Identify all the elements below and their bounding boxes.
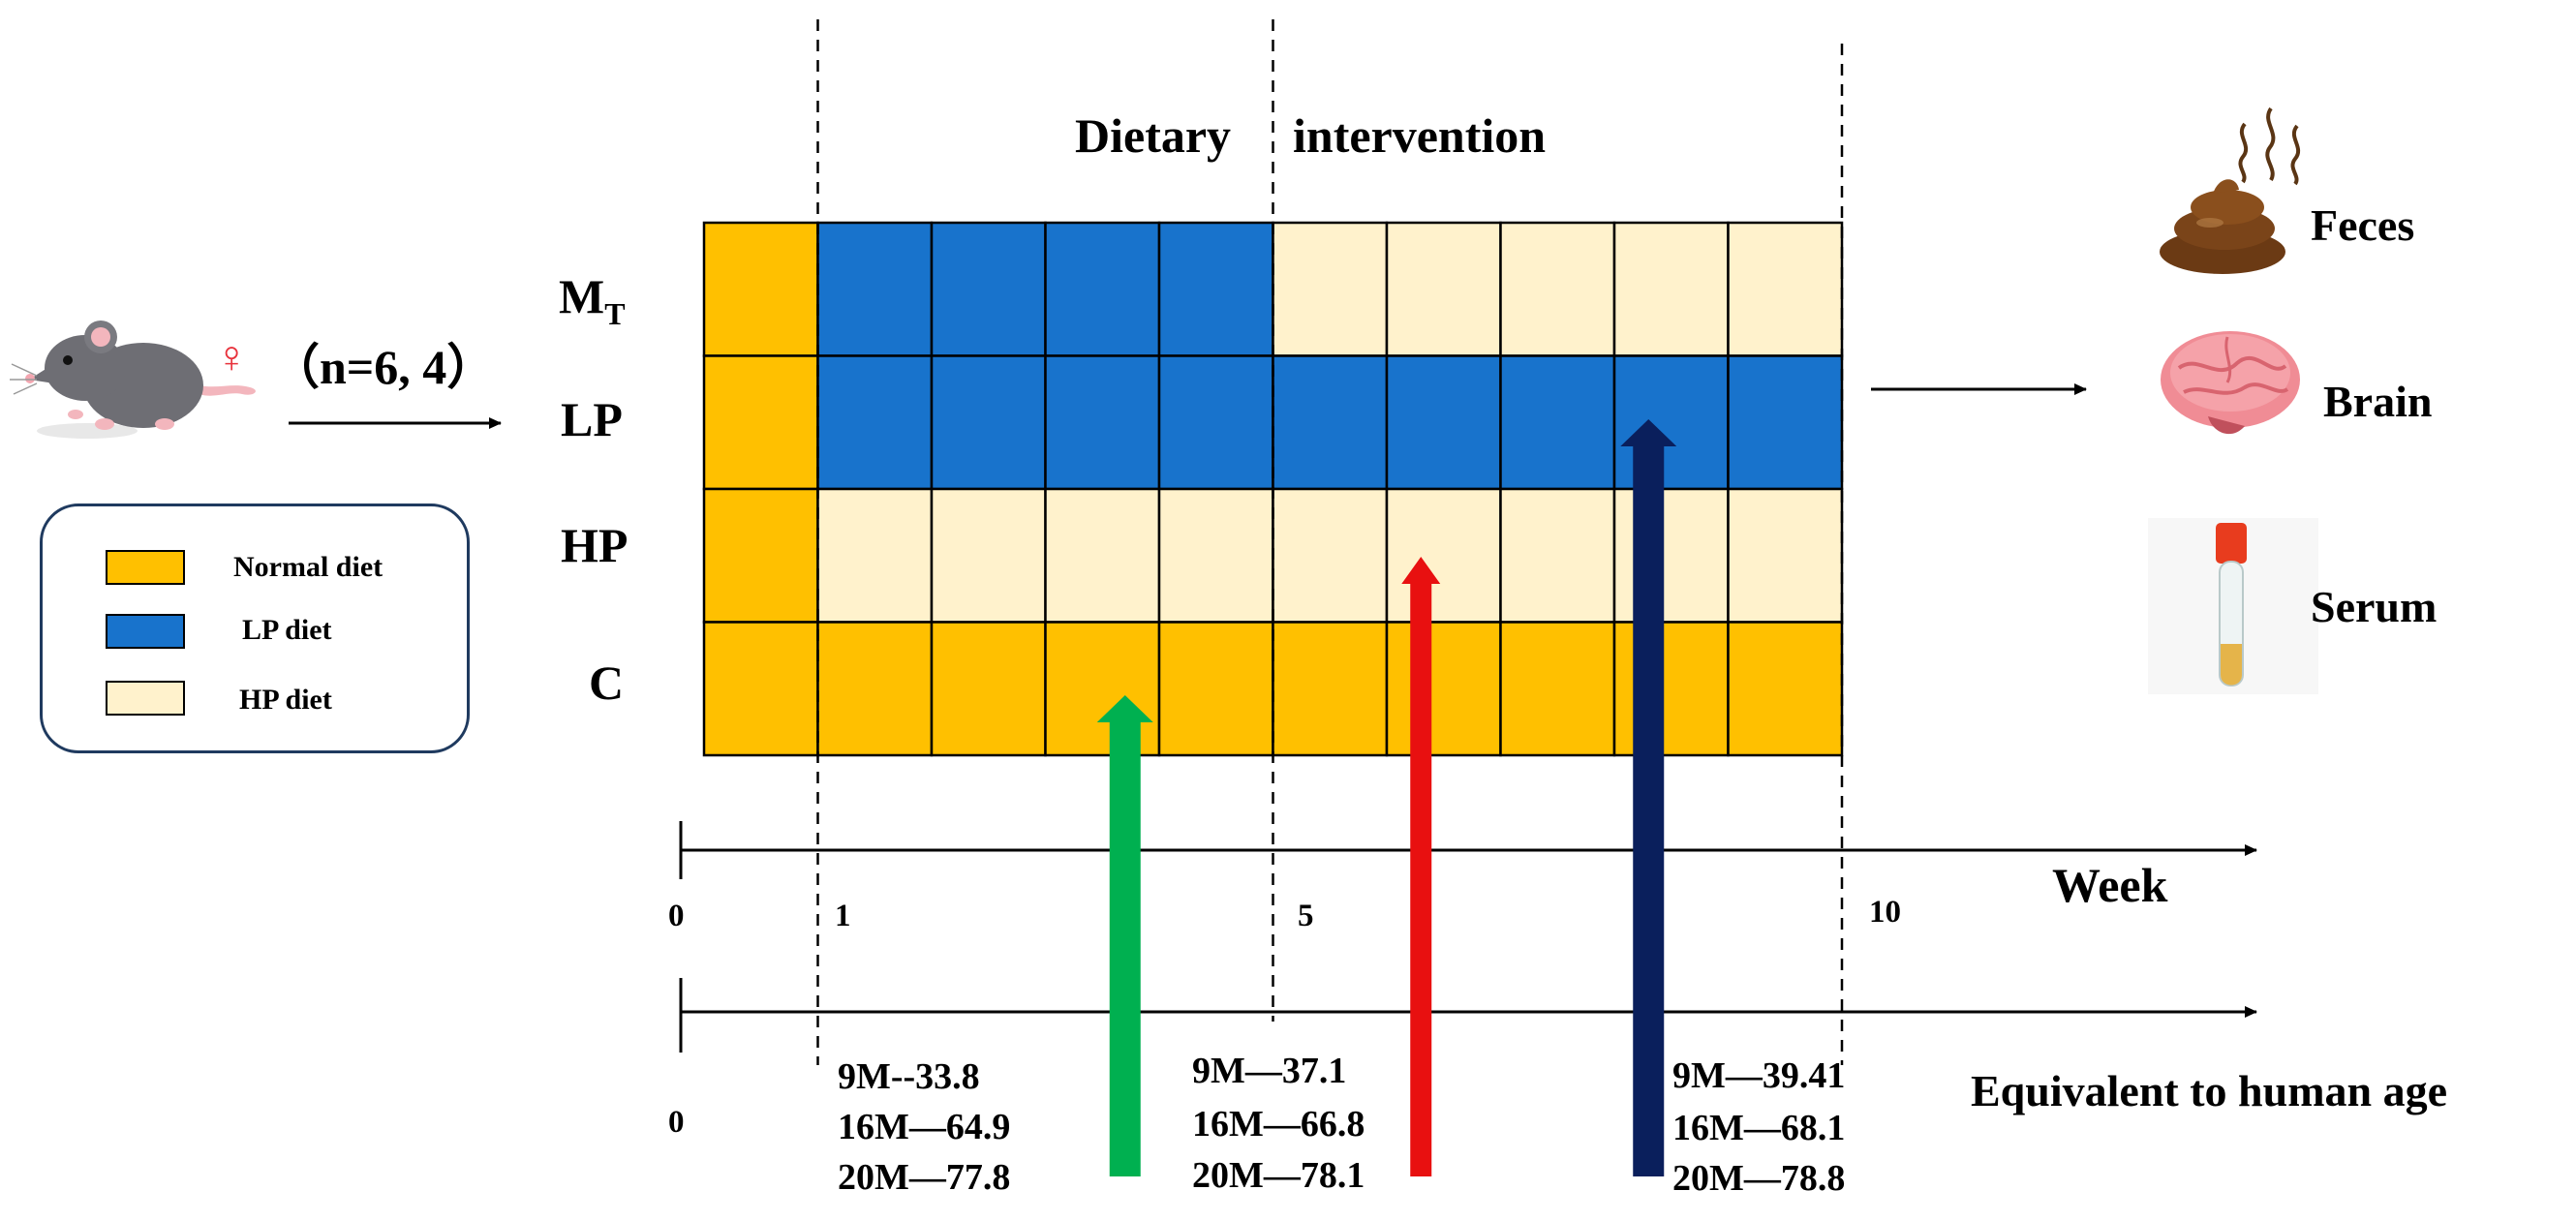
grid-cell-row4-week2 (816, 621, 934, 757)
grid-cell-row2-week4 (1044, 354, 1161, 491)
grid-cell-row3-week1 (702, 487, 819, 624)
timepoint-arrow-3 (1620, 419, 1677, 1176)
grid-cell-row1-week4 (1044, 221, 1161, 357)
output-label-serum: Serum (2311, 582, 2438, 631)
intervention-title-left: Dietary (1075, 108, 1232, 163)
cohort-label: （n=6, 4） (271, 340, 496, 394)
grid-cell-row1-week10 (1727, 221, 1844, 357)
timepoint-1-age-line-2: 16M—64.9 (838, 1107, 1011, 1147)
grid-cell-row4-week8 (1499, 621, 1616, 757)
diet-legend: Normal diet LP diet HP diet (40, 504, 470, 753)
grid-cell-row2-week2 (816, 354, 934, 491)
grid-cell-row4-week9 (1612, 621, 1730, 757)
week-axis-label: Week (2052, 858, 2168, 912)
grid-cell-row1-week8 (1499, 221, 1616, 357)
grid-cell-row4-week5 (1157, 621, 1274, 757)
grid-cell-row4-week6 (1272, 621, 1389, 757)
grid-cell-row2-week1 (702, 354, 819, 491)
grid-cell-row3-week8 (1499, 487, 1616, 624)
grid-cell-row1-week2 (816, 221, 934, 357)
female-symbol: ♀ (215, 332, 249, 382)
timepoint-arrow-2 (1401, 557, 1441, 1176)
timepoint-1-age-line-1: 9M--33.8 (838, 1056, 980, 1097)
group-label-mt: MT (559, 269, 626, 329)
grid-cell-row1-week9 (1612, 221, 1730, 357)
grid-cell-row1-week5 (1157, 221, 1274, 357)
legend-swatch-lp (106, 614, 185, 649)
week-tick-10: 10 (1869, 895, 1901, 930)
week-tick-0: 0 (668, 899, 685, 933)
grid-cell-row4-week4 (1044, 621, 1161, 757)
grid-cell-row3-week4 (1044, 487, 1161, 624)
grid-cell-row3-week6 (1272, 487, 1389, 624)
week-tick-1: 1 (835, 899, 851, 933)
timepoint-3-age-line-3: 20M—78.8 (1672, 1158, 1846, 1199)
phase-divider-lines (816, 19, 1844, 1065)
grid-cell-row1-week7 (1385, 221, 1502, 357)
serum-tube-icon (2148, 518, 2318, 694)
legend-label-lp: LP diet (242, 614, 332, 646)
grid-cell-row3-week5 (1157, 487, 1274, 624)
grid-cell-row4-week7 (1385, 621, 1502, 757)
timepoint-2-age-line-2: 16M—66.8 (1192, 1104, 1365, 1145)
grid-cell-row2-week6 (1272, 354, 1389, 491)
grid-cell-row1-week6 (1272, 221, 1389, 357)
intervention-title-right: intervention (1293, 108, 1547, 163)
grid-cell-row4-week10 (1727, 621, 1844, 757)
timepoint-3-age-line-2: 16M—68.1 (1672, 1108, 1846, 1148)
mouse-icon (10, 321, 256, 439)
group-label-hp: HP (561, 518, 629, 572)
grid-cell-row2-week10 (1727, 354, 1844, 491)
grid-cell-row4-week1 (702, 621, 819, 757)
age-tick-0: 0 (668, 1105, 685, 1140)
grid-cell-row2-week5 (1157, 354, 1274, 491)
week-tick-5: 5 (1298, 899, 1314, 933)
timepoint-arrow-1 (1096, 695, 1153, 1176)
grid-cell-row2-week8 (1499, 354, 1616, 491)
diet-grid (702, 221, 1844, 757)
grid-cell-row2-week3 (930, 354, 1047, 491)
timepoint-2-age-line-3: 20M—78.1 (1192, 1155, 1365, 1196)
age-axis-label: Equivalent to human age (1971, 1066, 2448, 1115)
grid-cell-row2-week9 (1612, 354, 1730, 491)
timepoint-2-age-line-1: 9M—37.1 (1192, 1051, 1347, 1091)
group-label-lp: LP (561, 392, 623, 446)
grid-cell-row3-week9 (1612, 487, 1730, 624)
grid-cell-row3-week3 (930, 487, 1047, 624)
timepoint-3-age-line-1: 9M—39.41 (1672, 1055, 1846, 1096)
group-label-c: C (589, 656, 625, 710)
grid-cell-row3-week2 (816, 487, 934, 624)
legend-swatch-normal (106, 550, 185, 585)
output-label-feces: Feces (2311, 200, 2415, 250)
legend-label-normal: Normal diet (233, 551, 383, 583)
legend-swatch-hp (106, 681, 185, 716)
grid-cell-row4-week3 (930, 621, 1047, 757)
output-label-brain: Brain (2323, 377, 2433, 426)
grid-cell-row1-week1 (702, 221, 819, 357)
legend-label-hp: HP diet (239, 684, 332, 716)
group-label-sub: T (604, 296, 626, 331)
grid-cell-row1-week3 (930, 221, 1047, 357)
grid-cell-row2-week7 (1385, 354, 1502, 491)
brain-icon (2161, 331, 2300, 435)
timepoint-arrows (1096, 419, 1677, 1176)
timepoint-1-age-line-3: 20M—77.8 (838, 1157, 1011, 1198)
grid-cell-row3-week7 (1385, 487, 1502, 624)
group-label-main: M (559, 269, 605, 323)
grid-cell-row3-week10 (1727, 487, 1844, 624)
feces-icon (2160, 107, 2301, 274)
